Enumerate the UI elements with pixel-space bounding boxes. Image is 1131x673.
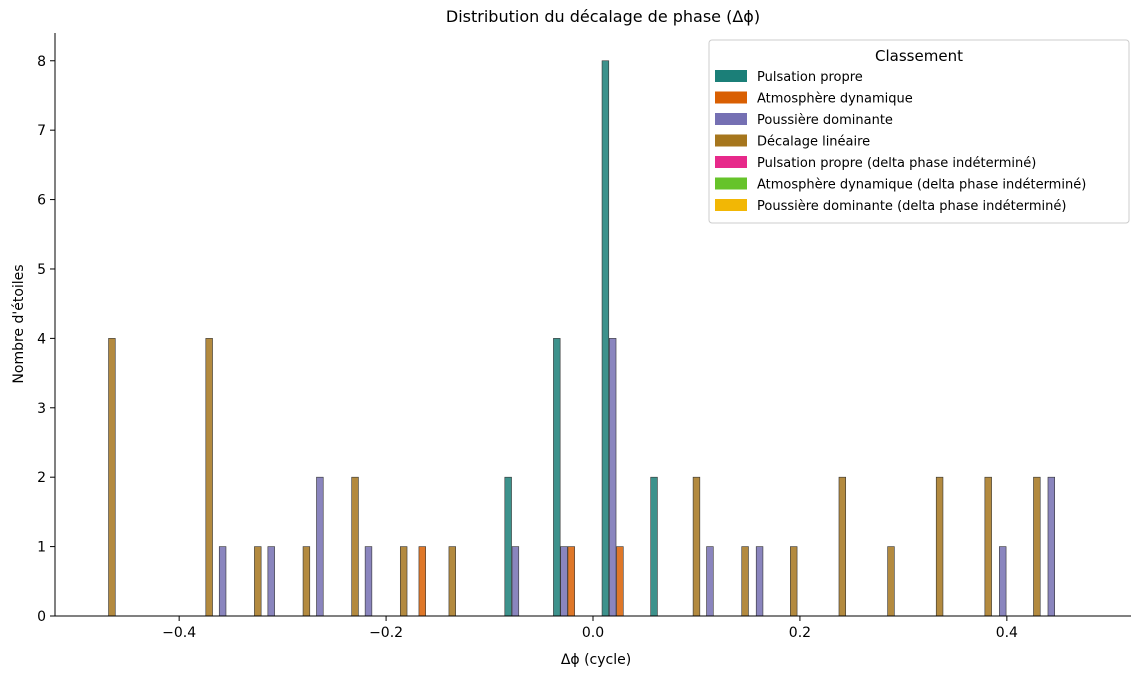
legend-label-0: Pulsation propre — [757, 70, 863, 85]
x-ticks: −0.4 −0.2 0.0 0.2 0.4 — [162, 616, 1018, 641]
bar-series-1-2 — [616, 546, 624, 617]
legend-swatch-3 — [715, 134, 747, 147]
y-ticks: 0 1 2 3 4 5 6 7 8 — [37, 54, 55, 625]
legend-swatch-2 — [715, 113, 747, 125]
bars-layer — [108, 60, 1055, 617]
legend-items: Pulsation propre Atmosphère dynamique Pous… — [715, 70, 1086, 214]
x-tick-label: 0.2 — [789, 625, 811, 641]
x-tick-label: 0.0 — [582, 625, 604, 641]
bar-series-3-8 — [741, 546, 749, 617]
bar-series-0-3 — [650, 476, 658, 617]
bar-series-3-4 — [351, 476, 359, 617]
bar-series-2-2 — [316, 476, 324, 617]
bar-series-0-1 — [553, 338, 561, 617]
bar-series-3-1 — [205, 338, 213, 617]
bar-series-1-1 — [567, 546, 575, 617]
bar-series-2-7 — [706, 546, 714, 617]
x-tick-label: 0.4 — [996, 625, 1018, 641]
bar-series-3-11 — [887, 546, 895, 617]
y-tick-label: 5 — [37, 262, 46, 278]
bar-series-0-0 — [504, 476, 512, 617]
y-tick-label: 7 — [37, 123, 46, 139]
legend-swatch-4 — [715, 156, 747, 168]
bar-series-2-10 — [1047, 476, 1055, 617]
legend-label-2: Poussière dominante — [757, 113, 893, 128]
legend-swatch-6 — [715, 199, 747, 211]
bar-series-3-0 — [108, 338, 116, 617]
bar-series-3-7 — [692, 476, 701, 617]
bar-series-2-3 — [364, 546, 373, 617]
bar-series-2-9 — [999, 546, 1007, 617]
bar-series-3-5 — [399, 546, 408, 617]
bar-series-2-5 — [560, 546, 568, 617]
legend-label-4: Pulsation propre (delta phase indétermin… — [757, 156, 1036, 171]
legend-swatch-5 — [715, 177, 747, 190]
y-tick-label: 4 — [37, 331, 46, 347]
y-axis-label: Nombre d'étoiles — [11, 264, 27, 383]
y-tick-label: 1 — [37, 540, 46, 556]
x-tick-label: −0.4 — [162, 625, 196, 641]
legend-label-5: Atmosphère dynamique (delta phase indéte… — [757, 178, 1086, 193]
y-tick-label: 6 — [37, 193, 46, 209]
bar-series-3-10 — [838, 476, 847, 617]
x-tick-label: −0.2 — [369, 625, 403, 641]
bar-series-2-8 — [755, 546, 764, 617]
legend-swatch-0 — [715, 70, 747, 82]
bar-series-2-0 — [218, 546, 227, 617]
chart-title: Distribution du décalage de phase (Δϕ) — [446, 7, 760, 26]
legend-label-6: Poussière dominante (delta phase indéter… — [757, 199, 1066, 214]
bar-series-3-9 — [790, 546, 798, 617]
y-tick-label: 2 — [37, 470, 46, 486]
bar-series-2-6 — [608, 338, 617, 617]
legend-label-3: Décalage linéaire — [757, 135, 870, 150]
bar-series-1-0 — [418, 546, 426, 617]
bar-series-3-12 — [935, 476, 944, 617]
bar-series-2-4 — [511, 546, 520, 617]
bar-series-3-13 — [984, 476, 992, 617]
legend-label-1: Atmosphère dynamique — [757, 92, 913, 107]
y-tick-label: 3 — [37, 401, 46, 417]
bar-series-2-1 — [267, 546, 275, 617]
bar-series-3-2 — [254, 546, 262, 617]
legend: Classement Pulsation propre Atmosphère dy… — [708, 39, 1130, 224]
legend-swatch-1 — [715, 91, 747, 104]
y-tick-label: 0 — [37, 609, 46, 625]
legend-frame — [708, 39, 1130, 224]
bar-series-3-14 — [1033, 476, 1041, 617]
legend-title: Classement — [875, 47, 963, 65]
bar-series-3-6 — [448, 546, 456, 617]
y-tick-label: 8 — [37, 54, 46, 70]
bar-series-3-3 — [302, 546, 311, 617]
x-axis-label: Δϕ (cycle) — [561, 652, 631, 668]
bar-series-0-2 — [601, 60, 610, 617]
